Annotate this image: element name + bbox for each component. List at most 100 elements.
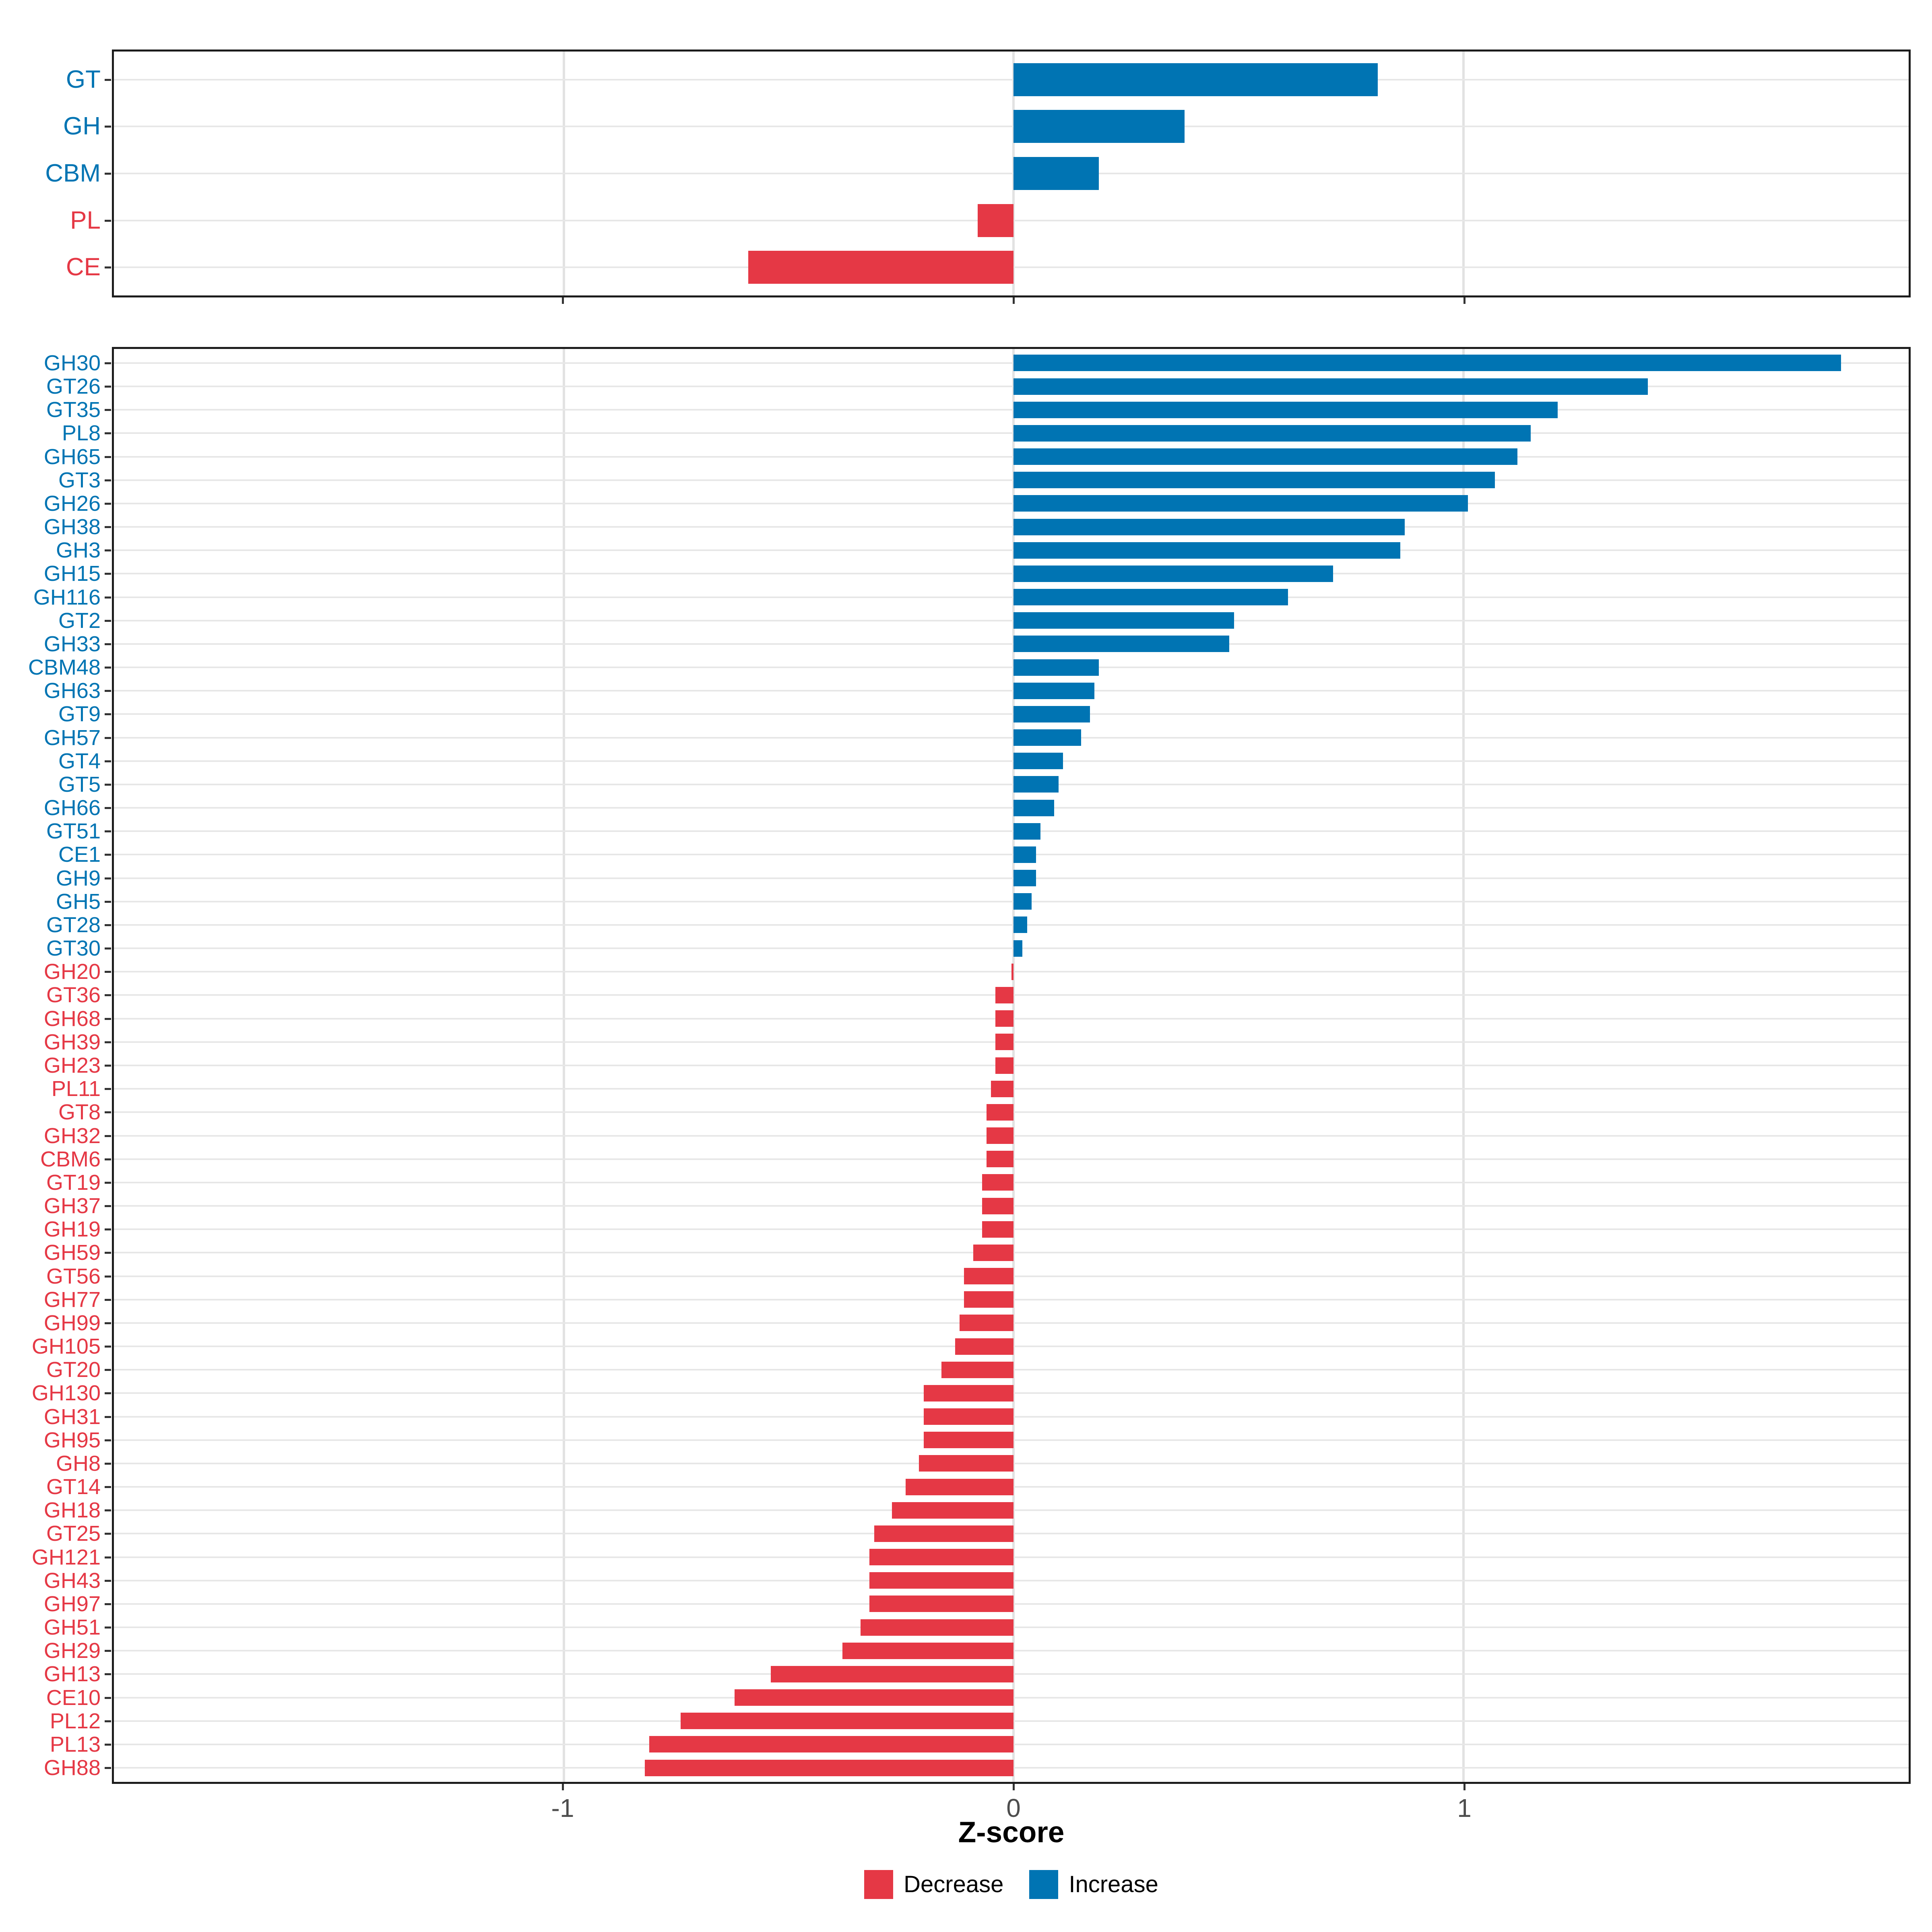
y-tick-GH97 (105, 1603, 111, 1605)
y-tick-GT3 (105, 479, 111, 481)
horizontal-gridline (114, 924, 1909, 926)
y-tick-GT19 (105, 1182, 111, 1184)
horizontal-gridline (114, 713, 1909, 715)
y-label-GT9: GT9 (58, 702, 101, 726)
x-tick-label-0: 0 (1006, 1794, 1021, 1823)
bar-GH121 (869, 1549, 1014, 1565)
y-label-GT30: GT30 (46, 936, 101, 960)
bar-GH23 (995, 1057, 1014, 1074)
y-tick-CBM (105, 173, 111, 175)
y-label-GH30: GH30 (43, 351, 101, 375)
y-label-GH18: GH18 (43, 1498, 101, 1522)
bar-PL8 (1013, 425, 1531, 442)
horizontal-gridline (114, 901, 1909, 902)
y-tick-GH59 (105, 1252, 111, 1254)
bar-GH20 (1011, 964, 1014, 980)
bar-GH43 (869, 1572, 1014, 1589)
y-tick-GH29 (105, 1650, 111, 1652)
y-label-GT28: GT28 (46, 913, 101, 937)
y-label-PL13: PL13 (50, 1732, 101, 1757)
y-tick-GT28 (105, 924, 111, 926)
y-tick-GH13 (105, 1673, 111, 1675)
y-tick-GH8 (105, 1463, 111, 1465)
bar-GT20 (941, 1362, 1014, 1378)
x-axis-title: Z-score (958, 1816, 1065, 1849)
y-label-PL11: PL11 (51, 1077, 101, 1101)
y-tick-GH43 (105, 1580, 111, 1582)
bar-GH38 (1013, 519, 1405, 535)
y-label-GH13: GH13 (43, 1662, 101, 1686)
families-panel (112, 347, 1911, 1784)
bar-GH51 (861, 1619, 1014, 1636)
bar-GT35 (1013, 402, 1558, 418)
y-label-PL12: PL12 (50, 1709, 101, 1733)
y-tick-GH63 (105, 690, 111, 692)
y-tick-GH23 (105, 1065, 111, 1067)
horizontal-gridline (114, 386, 1909, 387)
horizontal-gridline (114, 737, 1909, 739)
bar-PL (977, 204, 1014, 237)
bar-GH15 (1013, 566, 1333, 582)
y-tick-GH18 (105, 1509, 111, 1511)
y-tick-CE1 (105, 854, 111, 856)
bar-GH95 (923, 1432, 1014, 1448)
x-tick-families--1 (562, 1784, 564, 1790)
y-label-GH38: GH38 (43, 515, 101, 539)
legend-swatch-decrease (864, 1870, 894, 1899)
horizontal-gridline (114, 807, 1909, 809)
y-label-GH19: GH19 (43, 1217, 101, 1241)
bar-GT25 (874, 1525, 1014, 1542)
bar-GT51 (1013, 823, 1041, 840)
y-tick-GH3 (105, 549, 111, 551)
y-tick-GT8 (105, 1111, 111, 1113)
bar-GH66 (1013, 800, 1054, 816)
horizontal-gridline (114, 620, 1909, 621)
bar-GT36 (995, 987, 1014, 1003)
y-tick-GH20 (105, 971, 111, 973)
y-tick-GT14 (105, 1486, 111, 1488)
bar-GT4 (1013, 753, 1063, 769)
bar-GH5 (1013, 893, 1032, 910)
bar-GH9 (1013, 870, 1036, 886)
bar-GH65 (1013, 448, 1517, 465)
bar-GT (1013, 63, 1378, 96)
bar-GH29 (842, 1643, 1014, 1659)
x-tick-summary-0 (1013, 297, 1015, 304)
y-tick-GH51 (105, 1627, 111, 1629)
bar-GH30 (1013, 355, 1841, 371)
y-label-GH: GH (63, 112, 101, 140)
horizontal-gridline (114, 362, 1909, 364)
x-tick-families-1 (1463, 1784, 1466, 1790)
y-tick-GT56 (105, 1276, 111, 1278)
y-tick-GT35 (105, 409, 111, 411)
horizontal-gridline (114, 573, 1909, 574)
y-label-GT3: GT3 (58, 468, 101, 492)
y-label-GH26: GH26 (43, 491, 101, 516)
bar-CBM (1013, 157, 1099, 190)
y-label-GT19: GT19 (46, 1170, 101, 1195)
bar-GH116 (1013, 589, 1288, 605)
y-label-PL: PL (70, 206, 101, 234)
bar-GT8 (987, 1104, 1014, 1121)
y-label-GT25: GT25 (46, 1521, 101, 1546)
y-tick-PL13 (105, 1744, 111, 1746)
legend: Decrease Increase (112, 1870, 1911, 1899)
bar-GH99 (959, 1315, 1014, 1331)
y-label-CE10: CE10 (46, 1686, 101, 1710)
bar-GH130 (923, 1385, 1014, 1402)
y-label-GH130: GH130 (31, 1381, 101, 1405)
y-label-GH77: GH77 (43, 1288, 101, 1312)
x-tick-families-0 (1013, 1784, 1015, 1790)
y-label-GH116: GH116 (33, 585, 101, 609)
y-tick-GH26 (105, 503, 111, 505)
bar-GT30 (1013, 940, 1023, 957)
y-label-GH3: GH3 (56, 538, 101, 562)
bar-GT9 (1013, 706, 1090, 722)
bar-CE10 (735, 1689, 1014, 1706)
y-tick-GH5 (105, 901, 111, 903)
bar-GH37 (982, 1198, 1014, 1214)
y-tick-GH99 (105, 1322, 111, 1324)
y-tick-CBM48 (105, 667, 111, 669)
y-label-GH23: GH23 (43, 1053, 101, 1077)
